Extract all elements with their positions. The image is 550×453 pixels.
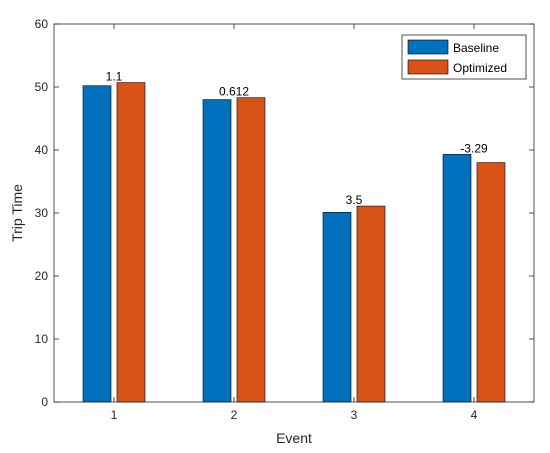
legend-label-baseline: Baseline bbox=[453, 41, 499, 55]
data-labels-layer: 1.1 0.612 3.5 -3.29 bbox=[106, 70, 488, 207]
legend: Baseline Optimized bbox=[401, 34, 527, 80]
bar-optimized-event-4 bbox=[476, 162, 506, 403]
bar-baseline-event-4 bbox=[442, 154, 472, 403]
y-tick-label: 0 bbox=[41, 395, 48, 409]
bars-layer bbox=[82, 82, 506, 403]
y-tick-label: 20 bbox=[35, 269, 49, 283]
x-tick-label: 1 bbox=[111, 408, 118, 422]
x-axis-title: Event bbox=[276, 430, 312, 446]
bar-optimized-event-2 bbox=[236, 97, 266, 403]
data-label-event-3: 3.5 bbox=[346, 193, 363, 207]
x-tick-label: 4 bbox=[471, 408, 478, 422]
legend-swatch-optimized bbox=[407, 59, 449, 75]
y-axis-title: Trip Time bbox=[9, 184, 25, 242]
bar-baseline-event-1 bbox=[82, 85, 112, 403]
y-tick-label: 60 bbox=[35, 17, 49, 31]
y-tick-label: 30 bbox=[35, 206, 49, 220]
legend-swatch-baseline bbox=[407, 39, 449, 55]
bar-optimized-event-3 bbox=[356, 205, 386, 403]
y-tick-label: 40 bbox=[35, 143, 49, 157]
legend-label-optimized: Optimized bbox=[453, 61, 507, 75]
data-label-event-1: 1.1 bbox=[106, 70, 123, 84]
bar-optimized-event-1 bbox=[116, 82, 146, 403]
x-tick-label: 2 bbox=[231, 408, 238, 422]
y-tick-label: 10 bbox=[35, 332, 49, 346]
bar-baseline-event-2 bbox=[202, 99, 232, 403]
bar-baseline-event-3 bbox=[322, 212, 352, 403]
y-tick-label: 50 bbox=[35, 80, 49, 94]
axes-layer: 0 10 20 30 40 50 60 1 2 3 4 bbox=[35, 17, 535, 422]
data-label-event-4: -3.29 bbox=[460, 141, 488, 155]
x-tick-label: 3 bbox=[351, 408, 358, 422]
data-label-event-2: 0.612 bbox=[219, 85, 249, 99]
